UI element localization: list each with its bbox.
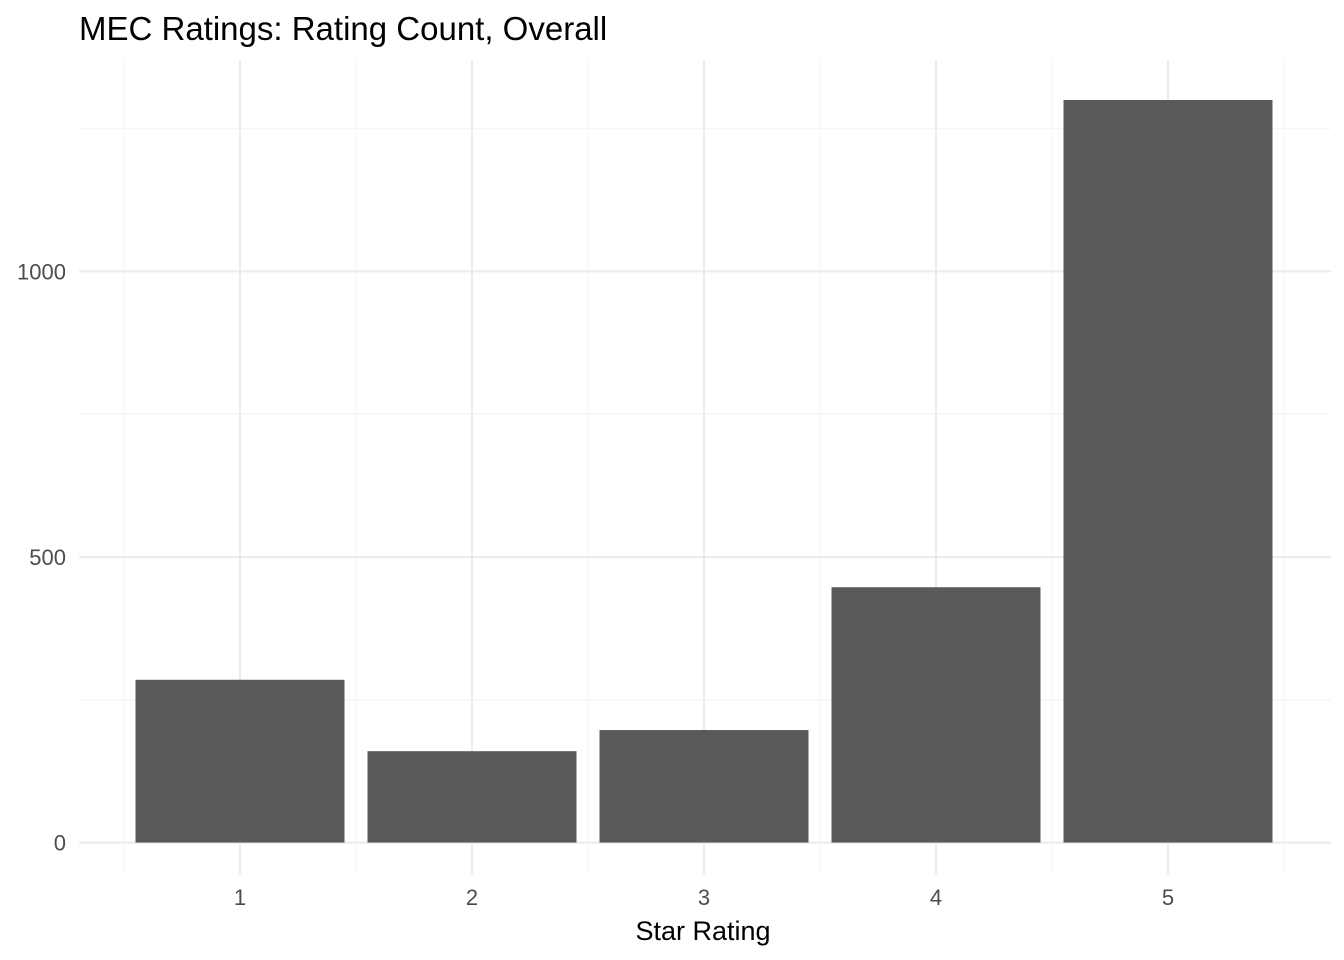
bar-rating-2 — [367, 751, 577, 843]
bar-rating-4 — [831, 587, 1041, 843]
y-tick-label: 0 — [54, 831, 66, 856]
y-tick-label: 500 — [29, 545, 66, 570]
bar-rating-3 — [599, 730, 809, 843]
x-tick-label: 2 — [466, 885, 478, 910]
x-axis-tick-labels: 1 2 3 4 5 — [234, 885, 1174, 910]
y-axis-tick-labels: 0 500 1000 — [17, 259, 66, 855]
x-axis-label: Star Rating — [635, 916, 770, 946]
x-tick-label: 1 — [234, 885, 246, 910]
x-tick-label: 4 — [930, 885, 942, 910]
bar-rating-5 — [1063, 99, 1273, 843]
chart-title: MEC Ratings: Rating Count, Overall — [79, 10, 608, 47]
x-tick-label: 5 — [1162, 885, 1174, 910]
y-tick-label: 1000 — [17, 259, 66, 284]
x-tick-label: 3 — [698, 885, 710, 910]
bar-rating-1 — [135, 679, 345, 843]
bars — [135, 99, 1273, 843]
